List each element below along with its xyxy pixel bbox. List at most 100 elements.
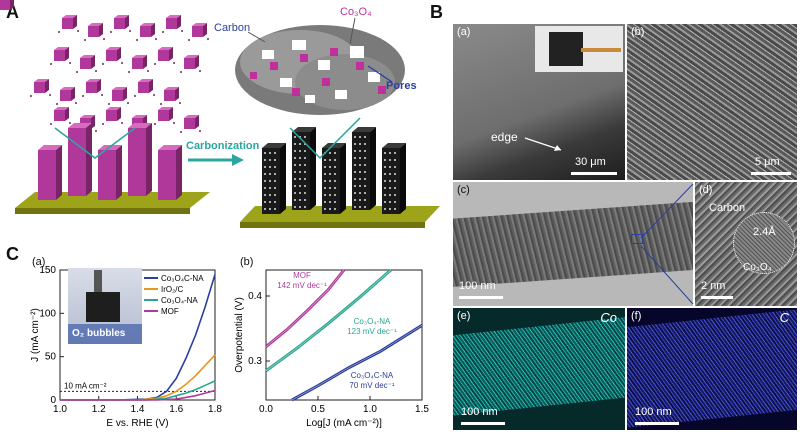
series-line bbox=[60, 389, 216, 401]
scalebar-c bbox=[459, 296, 503, 299]
label-edge: edge bbox=[491, 130, 518, 144]
panel-b-label: B bbox=[430, 2, 443, 22]
mof-crystals bbox=[0, 0, 14, 10]
x-tick-label: 1.8 bbox=[208, 404, 222, 415]
mof-pillar bbox=[68, 123, 92, 196]
porous-carbon-cluster bbox=[235, 25, 405, 115]
scale-d-text: 2 nm bbox=[701, 280, 726, 292]
eds-map-co: (e) Co 100 nm bbox=[453, 308, 625, 430]
x-tick-label: 1.6 bbox=[169, 404, 183, 415]
mof-crystal bbox=[84, 23, 105, 41]
hrtem-d-tag: (d) bbox=[699, 184, 713, 196]
label-co-map: Co bbox=[600, 310, 617, 325]
chart-a-tag: (a) bbox=[32, 256, 46, 268]
label-carbonization: Carbonization bbox=[186, 140, 260, 152]
carbonization-arrow bbox=[188, 154, 244, 166]
x-tick-label: 1.2 bbox=[92, 404, 106, 415]
x-axis-label: E vs. RHE (V) bbox=[106, 418, 168, 429]
tem-image-c: (c) 100 nm bbox=[453, 182, 693, 306]
carbon-pillar bbox=[262, 143, 286, 214]
scalebar-e bbox=[461, 422, 505, 425]
tafel-slope-label: 70 mV dec⁻¹ bbox=[349, 381, 394, 390]
tem-c-tag: (c) bbox=[457, 184, 470, 196]
mof-crystal bbox=[50, 47, 71, 65]
scale-a-text: 30 μm bbox=[575, 156, 606, 168]
mof-crystal bbox=[58, 15, 79, 33]
sample-photo bbox=[535, 26, 623, 72]
carbon-pillar bbox=[382, 143, 406, 214]
y-axis-label: Overpotential (V) bbox=[234, 297, 245, 373]
tafel-slope-label: 142 mV dec⁻¹ bbox=[277, 281, 327, 290]
mof-crystal bbox=[128, 55, 149, 73]
sem-a-tag: (a) bbox=[457, 26, 471, 38]
series-line bbox=[60, 354, 216, 401]
scale-e-text: 100 nm bbox=[461, 406, 498, 418]
label-co3o4: Co₃O₄ bbox=[340, 6, 372, 18]
panel-a-schematic bbox=[0, 0, 440, 228]
mof-crystal bbox=[154, 107, 175, 125]
mof-crystal bbox=[160, 87, 181, 105]
scalebar-a bbox=[571, 172, 617, 175]
series-fit-line bbox=[291, 325, 423, 401]
zoom-line-right bbox=[289, 117, 361, 160]
label-pores: Pores bbox=[386, 80, 417, 92]
series-fit-line bbox=[265, 269, 345, 347]
sem-b-tag: (b) bbox=[631, 26, 645, 38]
tafel-chart: 0.0 0.5 1.0 1.5 0.3 0.4 Log[J (mA cm⁻²)] Overpo… bbox=[234, 268, 429, 429]
carbon-pillar bbox=[292, 127, 316, 210]
y-tick-label: 0 bbox=[50, 395, 56, 406]
y-axis-label: J (mA cm⁻²) bbox=[30, 308, 41, 362]
scale-f-text: 100 nm bbox=[635, 406, 672, 418]
eds-e-tag: (e) bbox=[457, 310, 471, 322]
mof-crystal bbox=[56, 87, 77, 105]
carbon-pillar bbox=[352, 127, 376, 210]
mof-crystal bbox=[50, 107, 71, 125]
series-label: MOF bbox=[293, 271, 311, 280]
mof-pillar bbox=[128, 123, 152, 196]
label-lattice: 2.4Å bbox=[753, 226, 776, 238]
mof-crystal bbox=[162, 15, 183, 33]
mof-crystal bbox=[82, 79, 103, 97]
mof-crystal bbox=[108, 87, 129, 105]
y-tick-label: 150 bbox=[39, 265, 56, 276]
legend-entry: Co₃O₄-NA bbox=[161, 296, 198, 305]
tafel-slope-label: 123 mV dec⁻¹ bbox=[347, 327, 397, 336]
x-tick-label: 0.0 bbox=[259, 404, 273, 415]
electrode-photo-inset: O₂ bubbles bbox=[68, 268, 142, 344]
label-carbon: Carbon bbox=[214, 22, 251, 34]
carbon-pillar bbox=[322, 143, 346, 214]
x-axis-label: Log[J (mA cm⁻²)] bbox=[306, 418, 382, 429]
zoom-line-left bbox=[54, 127, 136, 159]
mof-crystal bbox=[102, 107, 123, 125]
y-tick-label: 50 bbox=[45, 352, 57, 363]
mof-pillar bbox=[38, 145, 62, 200]
label-o2-bubbles: O₂ bubbles bbox=[72, 328, 126, 339]
x-tick-label: 0.5 bbox=[311, 404, 325, 415]
x-tick-label: 1.0 bbox=[53, 404, 67, 415]
mof-crystal bbox=[188, 23, 209, 41]
mof-nanowall-array bbox=[38, 123, 182, 200]
mof-crystal bbox=[102, 47, 123, 65]
mof-pillar bbox=[158, 145, 182, 200]
mof-crystal bbox=[180, 55, 201, 73]
mof-crystal bbox=[180, 115, 201, 133]
sem-image-a: (a) edge 30 μm bbox=[453, 24, 625, 180]
x-tick-label: 1.0 bbox=[363, 404, 377, 415]
carbonized-array bbox=[262, 127, 406, 214]
scalebar-f bbox=[635, 422, 679, 425]
series-fit-line bbox=[265, 269, 391, 372]
series-label: Co₃O₄C-NA bbox=[351, 371, 394, 380]
y-tick-label: 100 bbox=[39, 308, 56, 319]
legend-entry: Co₃O₄C-NA bbox=[161, 274, 204, 283]
eds-map-c: (f) C 100 nm bbox=[627, 308, 797, 430]
mof-crystal bbox=[136, 23, 157, 41]
legend-entry: MOF bbox=[161, 307, 179, 316]
label-co3o4-d: Co₃O₄ bbox=[743, 262, 772, 273]
y-tick-label: 0.4 bbox=[248, 291, 262, 302]
mof-crystal bbox=[76, 55, 97, 73]
x-tick-label: 1.4 bbox=[131, 404, 145, 415]
series-label: Co₃O₄-NA bbox=[354, 317, 391, 326]
zoom-lines-cd bbox=[640, 183, 694, 305]
panel-c-label: C bbox=[6, 244, 19, 264]
legend-entry: IrO₂/C bbox=[161, 285, 183, 294]
